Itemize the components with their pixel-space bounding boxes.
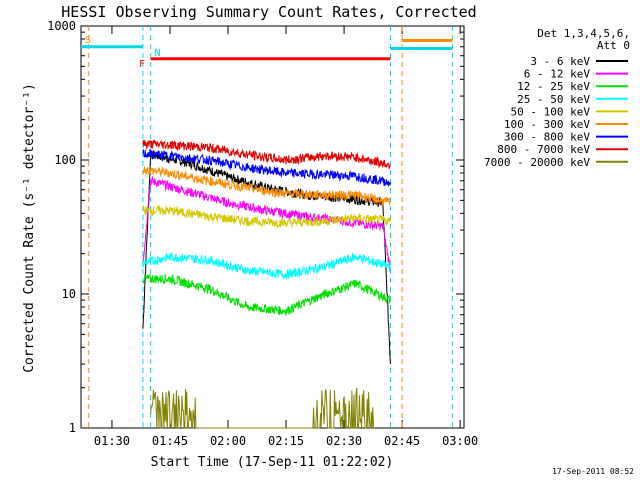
x-tick-label: 01:45: [152, 434, 188, 448]
y-axis-label: Corrected Count Rate (s⁻¹ detector⁻¹): [22, 83, 37, 373]
legend-entry-label: 7000 - 20000 keV: [484, 156, 590, 169]
y-tick-label: 10: [62, 287, 76, 301]
x-tick-label: 02:15: [268, 434, 304, 448]
y-tick-label: 1: [69, 421, 76, 435]
legend-entry-label: 800 - 7000 keV: [497, 143, 590, 156]
series-line-6: [142, 149, 391, 187]
y-tick-label: 100: [54, 153, 76, 167]
legend-entry-label: 300 - 800 keV: [504, 131, 590, 144]
plot-area: [80, 25, 465, 429]
flag-label-s: S: [85, 35, 91, 46]
series-line-3: [142, 251, 391, 280]
legend-entry-label: 100 - 300 keV: [504, 118, 590, 131]
legend-entry-label: 12 - 25 keV: [517, 80, 590, 93]
x-tick-label: 01:30: [94, 434, 130, 448]
x-tick-label: 03:00: [442, 434, 478, 448]
legend-header-att: Att 0: [597, 39, 630, 52]
axis-layer: 01:30 01:45 02:00 02:15 02:30 02:45 03:00 1 10 10…: [47, 19, 478, 448]
y-tick-label: 1000: [47, 19, 76, 33]
x-tick-label: 02:00: [210, 434, 246, 448]
footer-timestamp: 17-Sep-2011 08:52: [552, 467, 634, 476]
series-line-8: [150, 387, 375, 429]
chart-title: HESSI Observing Summary Count Rates, Cor…: [61, 3, 476, 21]
legend-entry-label: 3 - 6 keV: [530, 55, 590, 68]
series-line-4: [142, 204, 391, 229]
x-tick-label: 02:30: [326, 434, 362, 448]
flag-label-f: F: [139, 59, 145, 70]
x-axis-label: Start Time (17-Sep-11 01:22:02): [151, 455, 394, 470]
legend-header: Det 1,3,4,5,6,: [537, 27, 630, 40]
legend-entry-label: 25 - 50 keV: [517, 93, 590, 106]
flag-label-n: N: [155, 48, 161, 59]
legend-entry-label: 50 - 100 keV: [511, 105, 591, 118]
series-line-2: [142, 273, 391, 316]
legend-entry-label: 6 - 12 keV: [524, 68, 591, 81]
series-line-5: [142, 166, 391, 206]
x-tick-label: 02:45: [384, 434, 420, 448]
series-layer: S NF: [81, 26, 453, 429]
series-line-7: [142, 139, 391, 169]
